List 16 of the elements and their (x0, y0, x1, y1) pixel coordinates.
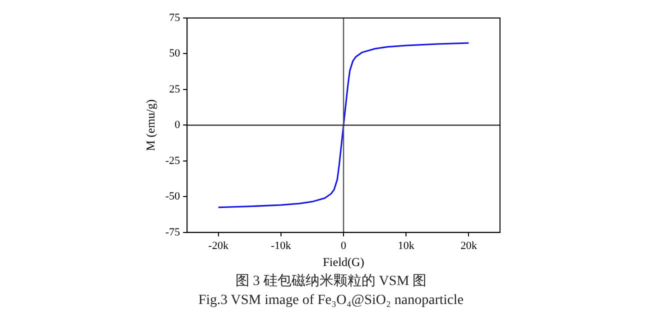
y-tick-label: 50 (169, 48, 181, 60)
y-tick-label: 75 (169, 12, 181, 24)
y-tick-label: 25 (169, 83, 181, 96)
x-tick-label: 10k (398, 240, 415, 252)
caption: 图 3 硅包磁纳米颗粒的 VSM 图 (234, 272, 428, 291)
y-tick-label: -50 (165, 190, 181, 203)
x-tick-label: 20k (460, 240, 478, 252)
y-tick-label: -25 (165, 154, 181, 167)
x-tick-label: -10k (270, 240, 292, 252)
caption: Fig.3 VSM image of Fe₃O₄@SiO₂ nanoparticle (197, 292, 465, 310)
y-tick-label: 0 (174, 119, 181, 132)
y-axis-title: M (emu/g) (143, 99, 158, 152)
x-tick-label: -20k (208, 240, 229, 252)
x-axis-title: Field(G) (322, 254, 364, 269)
y-tick-label: -75 (165, 226, 181, 238)
x-tick-label: 0 (340, 240, 347, 252)
